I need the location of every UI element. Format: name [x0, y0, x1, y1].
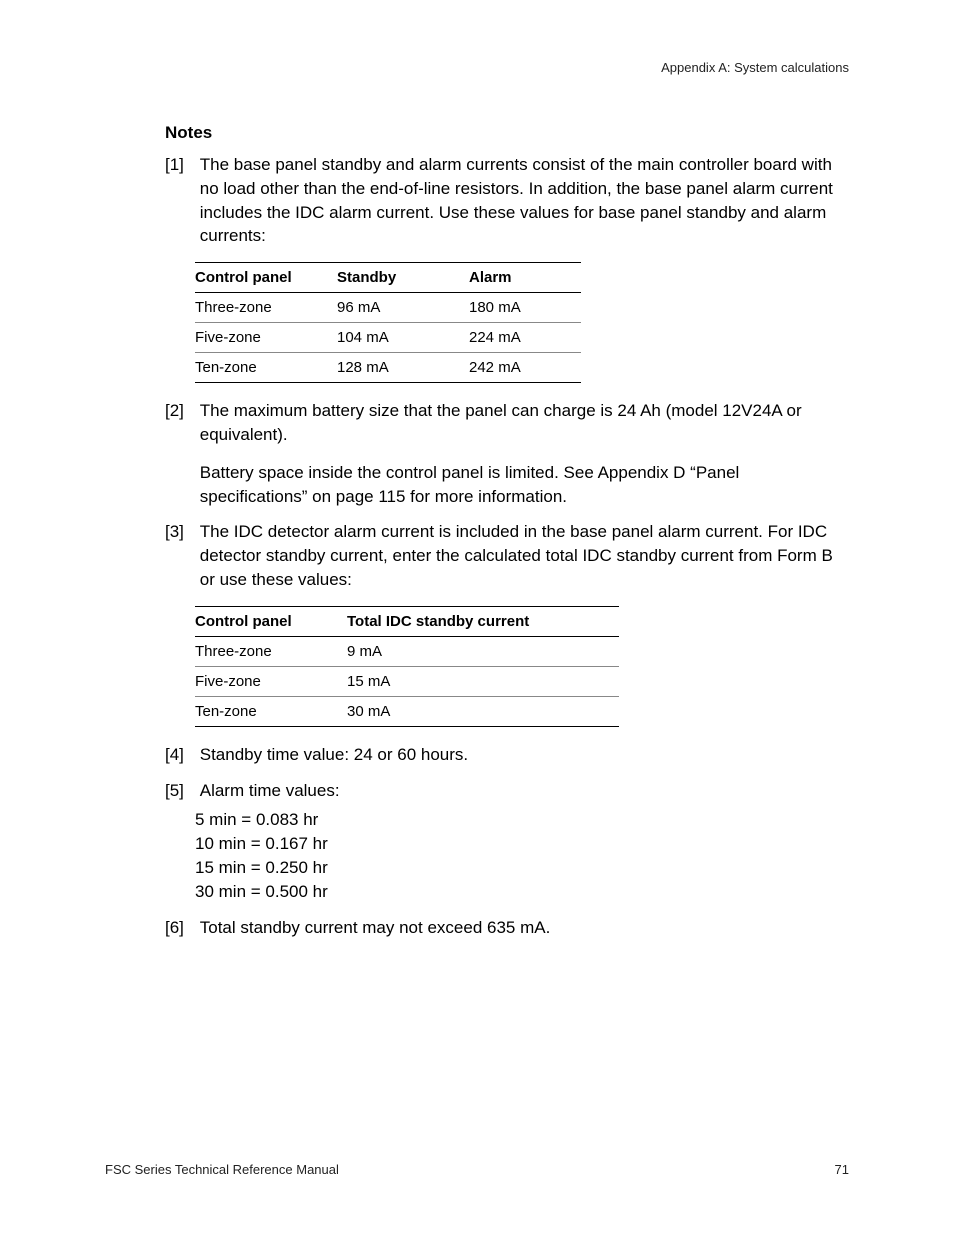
note-5: [5] Alarm time values: — [165, 779, 849, 803]
cell: 128 mA — [337, 353, 469, 383]
note-5-text: Alarm time values: — [200, 779, 840, 803]
col-control-panel: Control panel — [195, 263, 337, 293]
alarm-time-line: 30 min = 0.500 hr — [195, 880, 849, 904]
alarm-time-values: 5 min = 0.083 hr 10 min = 0.167 hr 15 mi… — [195, 808, 849, 903]
cell: 224 mA — [469, 323, 581, 353]
note-4-num: [4] — [165, 743, 195, 767]
cell: 180 mA — [469, 293, 581, 323]
cell: 96 mA — [337, 293, 469, 323]
table-header-row: Control panel Standby Alarm — [195, 263, 581, 293]
footer-doc-title: FSC Series Technical Reference Manual — [105, 1162, 339, 1177]
cell: Five-zone — [195, 666, 347, 696]
col-alarm: Alarm — [469, 263, 581, 293]
note-3: [3] The IDC detector alarm current is in… — [165, 520, 849, 591]
cell: Three-zone — [195, 293, 337, 323]
note-4-text: Standby time value: 24 or 60 hours. — [200, 743, 840, 767]
cell: 242 mA — [469, 353, 581, 383]
note-1: [1] The base panel standby and alarm cur… — [165, 153, 849, 248]
note-2-num: [2] — [165, 399, 195, 423]
page-header-right: Appendix A: System calculations — [105, 60, 849, 75]
table-row: Three-zone 96 mA 180 mA — [195, 293, 581, 323]
cell: 104 mA — [337, 323, 469, 353]
note-1-text: The base panel standby and alarm current… — [200, 153, 840, 248]
col-idc-standby: Total IDC standby current — [347, 606, 619, 636]
table-row: Three-zone 9 mA — [195, 636, 619, 666]
page-footer: FSC Series Technical Reference Manual 71 — [105, 1162, 849, 1177]
idc-standby-table: Control panel Total IDC standby current … — [195, 606, 619, 727]
table-row: Ten-zone 30 mA — [195, 696, 619, 726]
footer-page-number: 71 — [835, 1162, 849, 1177]
col-standby: Standby — [337, 263, 469, 293]
cell: 9 mA — [347, 636, 619, 666]
note-6: [6] Total standby current may not exceed… — [165, 916, 849, 940]
note-5-num: [5] — [165, 779, 195, 803]
table-header-row: Control panel Total IDC standby current — [195, 606, 619, 636]
note-6-text: Total standby current may not exceed 635… — [200, 916, 840, 940]
note-2: [2] The maximum battery size that the pa… — [165, 399, 849, 508]
note-2-body: The maximum battery size that the panel … — [200, 399, 840, 508]
alarm-time-line: 10 min = 0.167 hr — [195, 832, 849, 856]
alarm-time-line: 15 min = 0.250 hr — [195, 856, 849, 880]
note-3-text: The IDC detector alarm current is includ… — [200, 520, 840, 591]
notes-heading: Notes — [165, 123, 849, 143]
note-4: [4] Standby time value: 24 or 60 hours. — [165, 743, 849, 767]
note-1-num: [1] — [165, 153, 195, 177]
table-row: Five-zone 15 mA — [195, 666, 619, 696]
cell: Ten-zone — [195, 353, 337, 383]
col-control-panel: Control panel — [195, 606, 347, 636]
note-6-num: [6] — [165, 916, 195, 940]
table-row: Five-zone 104 mA 224 mA — [195, 323, 581, 353]
note-2-text: The maximum battery size that the panel … — [200, 401, 802, 444]
cell: Five-zone — [195, 323, 337, 353]
note-3-num: [3] — [165, 520, 195, 544]
cell: Three-zone — [195, 636, 347, 666]
page: Appendix A: System calculations Notes [1… — [0, 0, 954, 1235]
cell: 30 mA — [347, 696, 619, 726]
note-2-sub: Battery space inside the control panel i… — [200, 461, 840, 509]
cell: Ten-zone — [195, 696, 347, 726]
cell: 15 mA — [347, 666, 619, 696]
table-row: Ten-zone 128 mA 242 mA — [195, 353, 581, 383]
alarm-time-line: 5 min = 0.083 hr — [195, 808, 849, 832]
currents-table: Control panel Standby Alarm Three-zone 9… — [195, 262, 581, 383]
